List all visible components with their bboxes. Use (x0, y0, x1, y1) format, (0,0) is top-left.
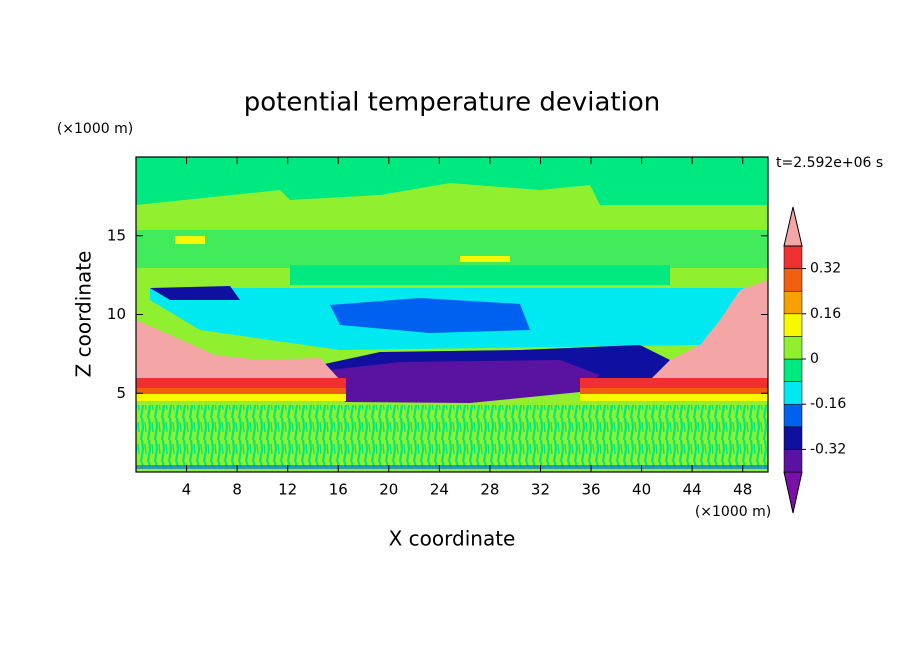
colorbar-box (783, 358, 803, 382)
colorbar-box (783, 245, 803, 269)
x-tick-label: 28 (480, 481, 499, 499)
y-tick-label: 5 (116, 384, 126, 402)
colorbar-box (783, 268, 803, 292)
chart-title: potential temperature deviation (244, 88, 660, 118)
colorbar-tick-label: -0.32 (810, 441, 846, 457)
x-tick-label: 24 (430, 481, 449, 499)
colorbar-extension (783, 206, 803, 247)
x-tick-label: 20 (379, 481, 398, 499)
x-tick-label: 16 (329, 481, 348, 499)
colorbar-box (783, 426, 803, 450)
time-label: t=2.592e+06 s (776, 155, 883, 171)
y-tick-label: 15 (107, 226, 126, 244)
x-tick-label: 36 (581, 481, 600, 499)
y-unit: (×1000 m) (57, 121, 133, 137)
colorbar-tick-label: 0 (810, 351, 819, 367)
x-tick-label: 12 (278, 481, 297, 499)
x-unit: (×1000 m) (695, 504, 771, 520)
colorbar-box (783, 381, 803, 405)
x-axis-label: X coordinate (389, 527, 516, 551)
x-tick-label: 8 (232, 481, 242, 499)
y-tick-label: 10 (107, 305, 126, 323)
x-tick-label: 48 (733, 481, 752, 499)
colorbar-extension (783, 471, 803, 514)
x-tick-label: 44 (683, 481, 702, 499)
y-axis-label: Z coordinate (72, 251, 96, 378)
x-tick-label: 40 (632, 481, 651, 499)
x-tick-label: 4 (182, 481, 192, 499)
colorbar-box (783, 449, 803, 473)
contour-field (136, 157, 768, 472)
x-tick-label: 32 (531, 481, 550, 499)
colorbar-tick-label: 0.16 (810, 306, 841, 322)
colorbar-box (783, 336, 803, 360)
colorbar-tick-label: -0.16 (810, 396, 846, 412)
colorbar-box (783, 313, 803, 337)
colorbar-tick-label: 0.32 (810, 261, 841, 277)
colorbar-box (783, 403, 803, 428)
colorbar-box (783, 290, 803, 315)
